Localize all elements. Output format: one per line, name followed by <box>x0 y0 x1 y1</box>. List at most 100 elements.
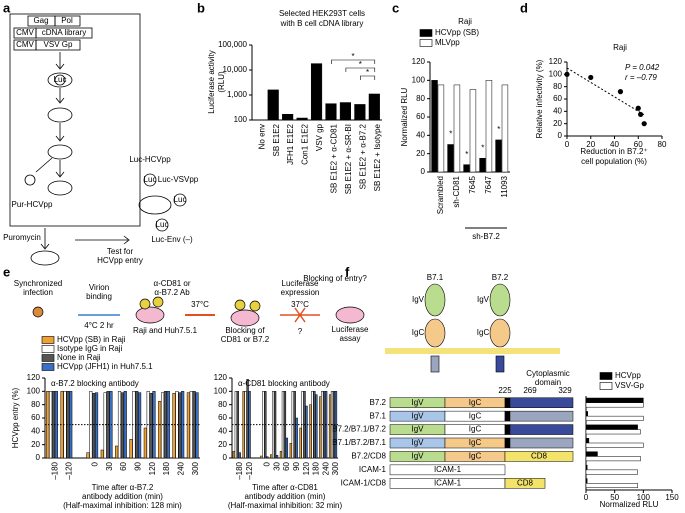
scheme-label: CD81 or B7.2 <box>221 335 270 344</box>
scheme-label: Luc-VSVpp <box>158 175 199 184</box>
bar <box>149 393 153 459</box>
y-tick-label: 100,000 <box>218 40 247 49</box>
panel-letter: d <box>520 0 528 15</box>
y-tick-label: 60 <box>31 413 40 422</box>
bar <box>453 84 461 173</box>
bracket <box>345 67 376 72</box>
y-tick-label: 40 <box>553 106 562 115</box>
x-tick-label: –120 <box>245 461 254 479</box>
legend-swatch <box>599 372 613 380</box>
scheme-label: ? <box>298 327 303 336</box>
y-tick-label: 0 <box>421 167 426 176</box>
legend-label: None in Raji <box>57 353 101 362</box>
x-axis-label: (Half-maximal inhibition: 128 min) <box>63 501 182 510</box>
scheme-label: Luc <box>174 195 187 204</box>
domain-label: CD8 <box>517 478 534 487</box>
scheme-label: CMV <box>16 28 34 37</box>
bracket <box>360 75 376 80</box>
scheme-label: Luciferase <box>282 279 319 288</box>
y-tick-label: 40 <box>218 426 227 435</box>
legend-swatch <box>41 336 55 344</box>
bar <box>463 164 470 173</box>
bar <box>296 117 308 121</box>
scheme-label: cDNA library <box>42 28 86 37</box>
bar <box>479 158 486 173</box>
annotation: * <box>481 143 484 152</box>
y-tick-label: 100 <box>234 115 248 124</box>
bar <box>178 392 182 459</box>
y-tick-label: 100 <box>214 386 228 395</box>
domain-label: CD8 <box>531 452 548 461</box>
scheme-label: Blocking of entry? <box>303 274 367 283</box>
y-tick-label: 60 <box>416 112 425 121</box>
domain-label: IgV <box>411 425 424 434</box>
scheme-label: Raji and Huh7.5.1 <box>133 326 198 335</box>
y-tick-label: 40 <box>416 130 425 139</box>
x-axis-label: cell population (%) <box>581 157 647 166</box>
y-tick-label: ICAM-1 <box>359 465 387 474</box>
legend-swatch <box>419 29 433 37</box>
x-tick-label: 100 <box>637 493 651 502</box>
bar <box>469 89 477 173</box>
y-tick-label: 0 <box>558 131 563 140</box>
panel-f-shapes <box>385 283 560 373</box>
scheme-label: 4°C 2 hr <box>84 321 114 330</box>
x-tick-label: JFH1 E1E2 <box>286 123 295 164</box>
y-tick-label: B7.1 <box>370 411 387 420</box>
domain <box>504 437 511 449</box>
legend-label: Isotype IgG in Raji <box>57 344 123 353</box>
legend-label: VSV-Gp <box>615 381 644 390</box>
scheme-label: Luc <box>54 75 67 84</box>
x-tick-label: –120 <box>65 461 74 479</box>
scheme-label: VSV Gp <box>44 40 73 49</box>
y-tick-label: 120 <box>27 373 41 382</box>
x-tick-label: 40 <box>610 140 619 149</box>
x-tick-label: 7645 <box>468 175 477 193</box>
x-axis-label: Time after α-CD81 <box>252 483 318 492</box>
x-tick-label: 300 <box>191 461 200 475</box>
x-axis-label: Reduction in B7.2⁺ <box>580 147 647 156</box>
y-tick-label: 20 <box>218 440 227 449</box>
x-tick-label: 0 <box>262 461 271 466</box>
y-axis-label: (RLU) <box>217 71 226 93</box>
bar <box>282 113 294 121</box>
scheme-label: 37°C <box>291 300 309 309</box>
bar <box>368 93 380 121</box>
bar <box>295 417 298 459</box>
domain <box>504 410 511 422</box>
x-tick-label: 120 <box>302 461 311 475</box>
domain-label: ICAM-1 <box>434 478 462 487</box>
scheme-label: expression <box>281 288 320 297</box>
domain <box>504 397 511 408</box>
y-tick-label: 40 <box>31 426 40 435</box>
x-tick-label: 0 <box>584 493 589 502</box>
y-tick-label: 80 <box>31 400 40 409</box>
y-tick-label: 120 <box>214 373 228 382</box>
bar <box>260 455 263 459</box>
x-tick-label: 11093 <box>500 175 509 197</box>
y-tick-label: 100 <box>549 69 563 78</box>
bar <box>120 392 124 459</box>
domain <box>509 424 574 435</box>
bar <box>437 84 445 173</box>
y-tick-label: 1,000 <box>227 90 248 99</box>
legend-swatch <box>41 354 55 362</box>
x-tick-label: SB E1E2 + α-SR-BI <box>344 124 353 194</box>
panel-letter: b <box>197 0 205 15</box>
y-tick-label: 0 <box>223 453 228 462</box>
group-label: sh-B7.2 <box>472 232 500 241</box>
y-tick-label: B7.2 <box>370 398 387 407</box>
panel-letter: a <box>3 0 11 15</box>
point <box>641 121 647 127</box>
annotation: * <box>352 52 355 61</box>
bar <box>266 456 269 459</box>
x-axis-label: antibody addition (min) <box>82 492 163 501</box>
y-tick-label: 120 <box>412 57 426 66</box>
bar <box>328 394 332 459</box>
domain-label: IgC <box>469 452 482 461</box>
scheme-label: Blocking of <box>225 326 265 335</box>
scheme-label: CMV <box>16 40 34 49</box>
bar <box>289 443 292 459</box>
scheme-label: Test for <box>107 247 134 256</box>
